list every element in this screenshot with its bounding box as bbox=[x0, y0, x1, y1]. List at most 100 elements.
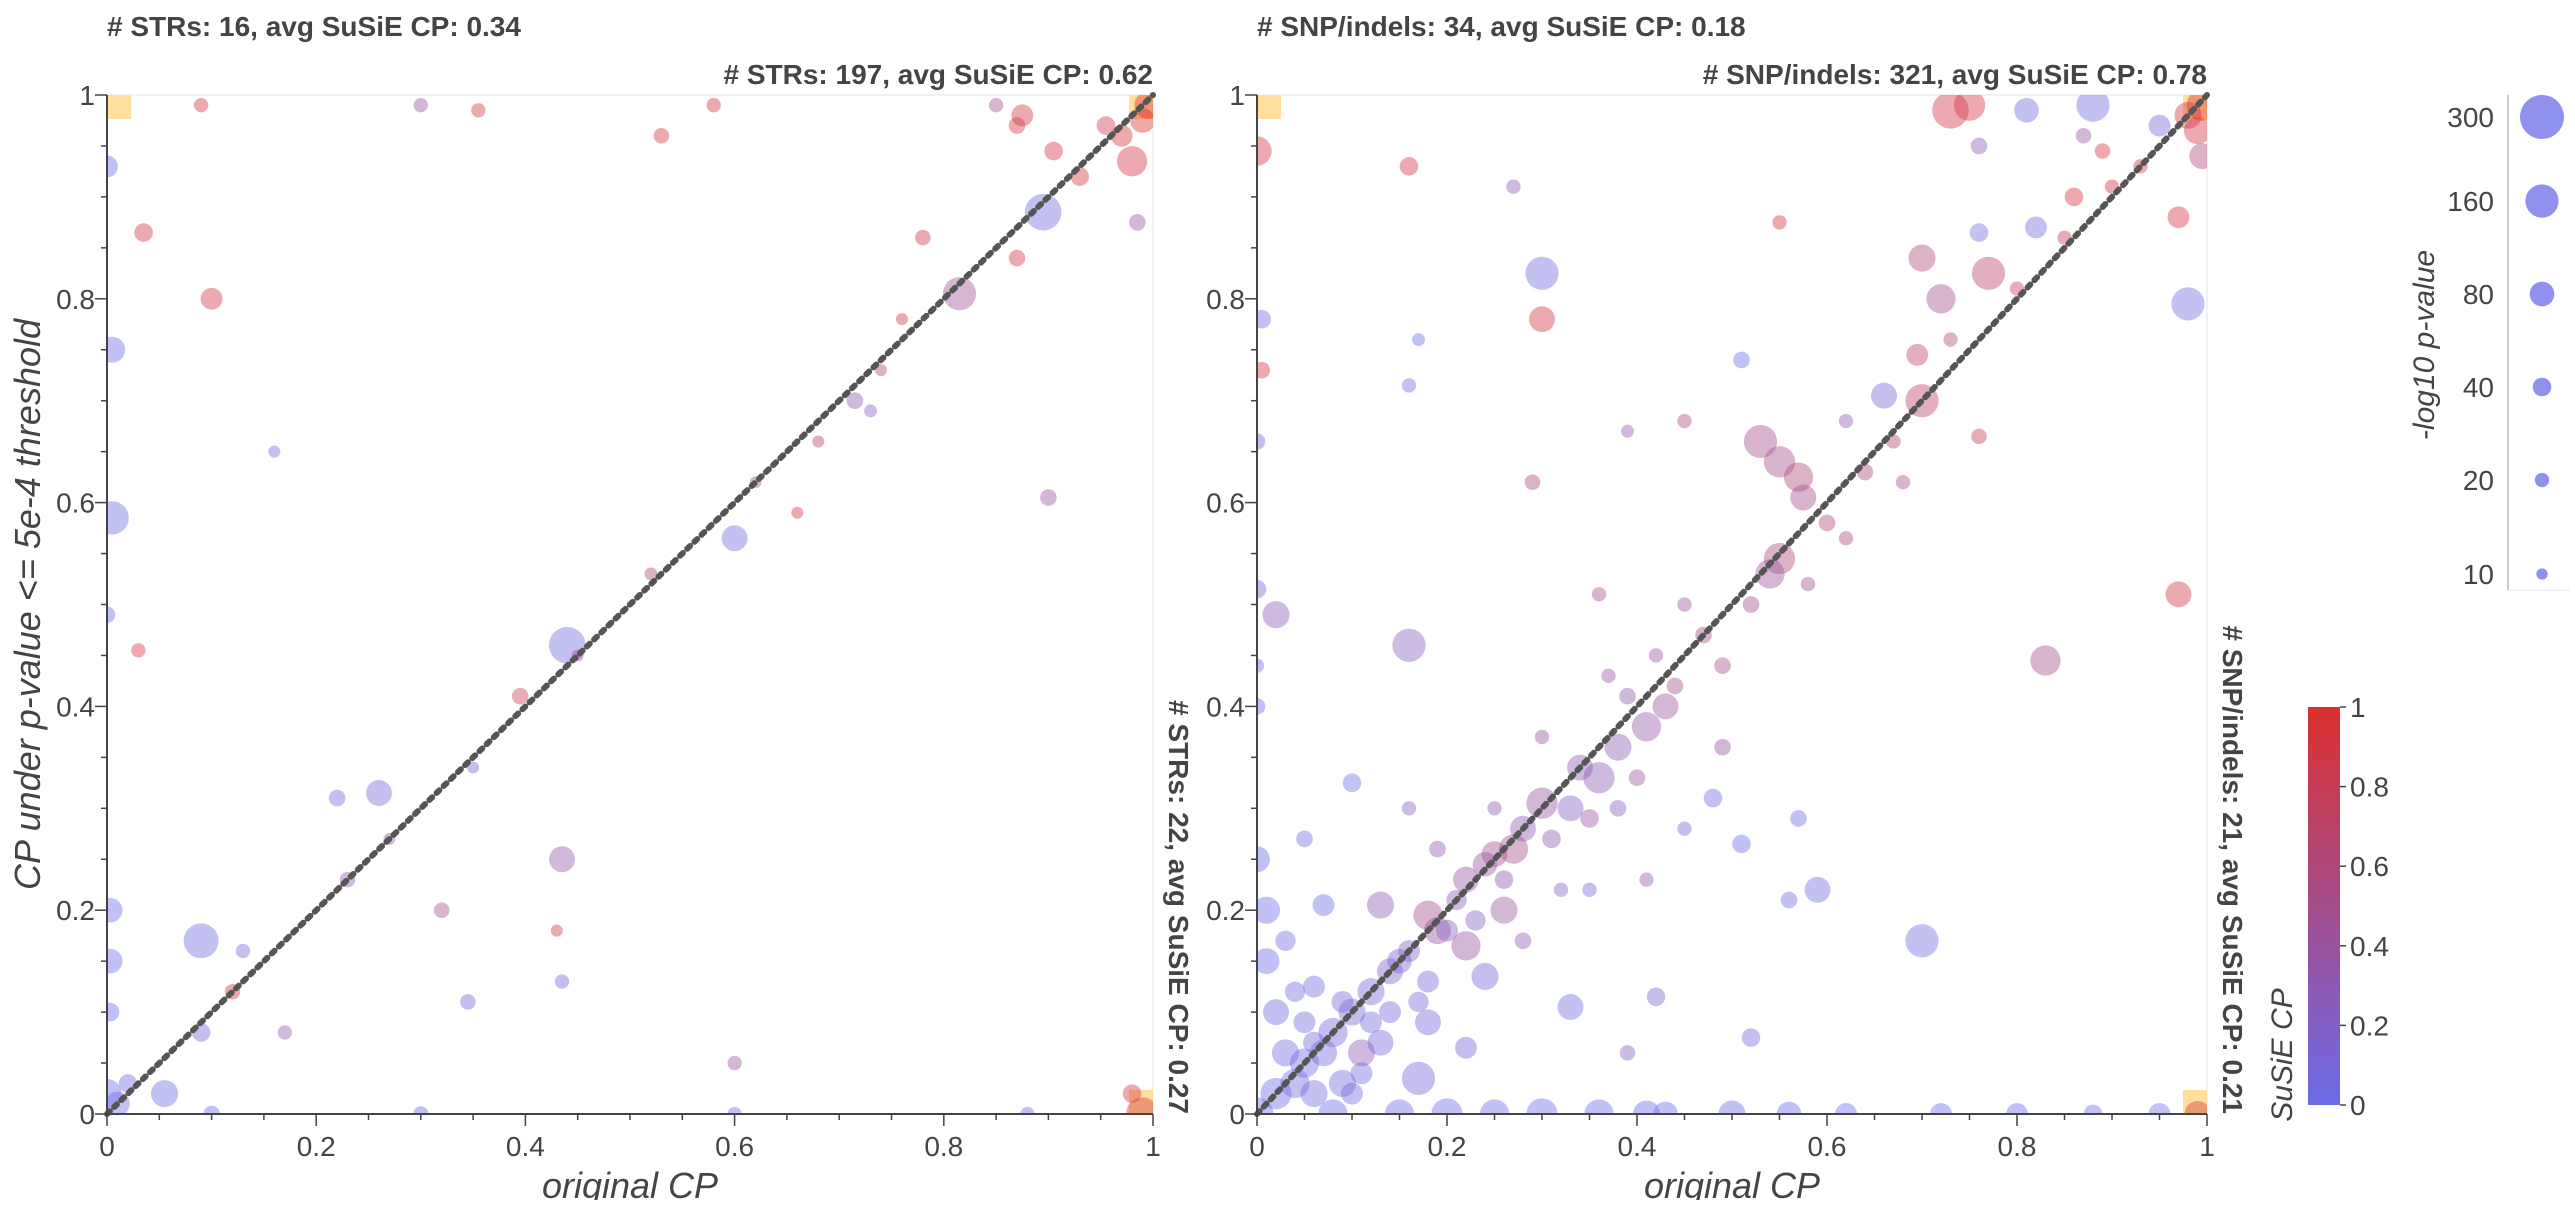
x-tick-label: 1 bbox=[1145, 1131, 1161, 1162]
highlight-corner-bottom-right bbox=[1129, 1090, 1153, 1114]
data-point bbox=[1514, 932, 1532, 950]
data-point bbox=[413, 98, 428, 113]
data-point bbox=[107, 501, 129, 535]
data-point bbox=[1871, 382, 1897, 409]
data-point bbox=[549, 846, 575, 873]
data-point bbox=[1838, 531, 1854, 546]
data-point bbox=[1263, 999, 1289, 1026]
size-legend-marker bbox=[2536, 568, 2548, 580]
data-point bbox=[107, 948, 123, 974]
data-point bbox=[1631, 712, 1662, 742]
size-legend-label: 40 bbox=[2463, 372, 2494, 403]
data-point bbox=[1494, 870, 1514, 889]
data-point bbox=[134, 223, 153, 242]
color-legend: 1 0.8 0.6 0.4 0.2 0 SuSiE CP bbox=[2266, 692, 2389, 1122]
data-point bbox=[1601, 668, 1616, 683]
data-point bbox=[413, 1106, 429, 1114]
data-point bbox=[548, 626, 586, 664]
data-point bbox=[1257, 309, 1272, 329]
data-point bbox=[1423, 917, 1452, 945]
data-point bbox=[1529, 306, 1555, 333]
data-point bbox=[1652, 693, 1679, 720]
y-tick-label: 0.8 bbox=[1206, 284, 1245, 315]
data-point bbox=[2014, 97, 2039, 123]
data-point bbox=[1609, 799, 1627, 817]
data-point bbox=[1350, 1062, 1373, 1085]
data-point bbox=[1490, 896, 1518, 924]
data-point bbox=[1399, 157, 1419, 176]
data-point bbox=[1583, 762, 1615, 794]
data-point bbox=[1401, 1061, 1436, 1095]
data-point bbox=[1932, 95, 1969, 129]
annotation-top-right: # SNP/indels: 321, avg SuSiE CP: 0.78 bbox=[1703, 59, 2207, 90]
data-point bbox=[1646, 987, 1666, 1007]
x-tick-label: 0.8 bbox=[924, 1131, 963, 1162]
data-point bbox=[183, 923, 219, 959]
annotation-top-right: # STRs: 197, avg SuSiE CP: 0.62 bbox=[723, 59, 1153, 90]
y-tick-label: 0.6 bbox=[56, 488, 95, 519]
data-point bbox=[1557, 994, 1584, 1020]
size-legend-label: 80 bbox=[2463, 279, 2494, 310]
data-point bbox=[1677, 413, 1692, 429]
data-point bbox=[2064, 187, 2084, 207]
data-point bbox=[706, 98, 721, 113]
data-point bbox=[1257, 361, 1271, 379]
data-point bbox=[2094, 143, 2111, 159]
data-point bbox=[107, 1002, 120, 1022]
data-point bbox=[1125, 1097, 1153, 1114]
size-legend-marker bbox=[2525, 184, 2559, 218]
data-point bbox=[1970, 137, 1988, 155]
data-point bbox=[107, 155, 118, 178]
data-point bbox=[1401, 801, 1417, 816]
data-point bbox=[1024, 193, 1062, 231]
data-point bbox=[1257, 896, 1281, 924]
data-point bbox=[467, 761, 480, 774]
data-point bbox=[1257, 698, 1266, 715]
data-point bbox=[1632, 1100, 1661, 1114]
data-point bbox=[846, 392, 864, 410]
data-point bbox=[1008, 117, 1026, 134]
size-legend-label: 10 bbox=[2463, 559, 2494, 590]
data-point bbox=[1733, 351, 1750, 369]
highlight-corner-bottom-right bbox=[2183, 1090, 2207, 1114]
data-point bbox=[1619, 1045, 1636, 1061]
data-point bbox=[1417, 970, 1439, 993]
data-point bbox=[1542, 829, 1561, 849]
data-point bbox=[107, 336, 126, 363]
data-point bbox=[1122, 1084, 1142, 1103]
data-point bbox=[1008, 249, 1026, 267]
data-point bbox=[1384, 1099, 1415, 1114]
data-point bbox=[1293, 1011, 1316, 1034]
data-point bbox=[1584, 1099, 1614, 1114]
data-point bbox=[2030, 645, 2061, 676]
colorbar-tick-label: 1 bbox=[2350, 692, 2366, 723]
points-layer bbox=[1257, 95, 2207, 1114]
data-point bbox=[2171, 287, 2205, 321]
size-legend-marker bbox=[2520, 95, 2564, 139]
x-tick-label: 0 bbox=[99, 1131, 115, 1162]
data-point bbox=[727, 1055, 742, 1071]
data-point bbox=[864, 404, 878, 418]
data-point bbox=[1408, 991, 1429, 1013]
data-point bbox=[1524, 474, 1541, 490]
data-point bbox=[1096, 116, 1116, 135]
data-point bbox=[1780, 891, 1798, 909]
data-point bbox=[1639, 872, 1654, 887]
data-point bbox=[812, 435, 825, 448]
data-point bbox=[1506, 179, 1521, 194]
data-point bbox=[107, 606, 116, 624]
annotation-bottom-right: # SNP/indels: 21, avg SuSiE CP: 0.21 bbox=[2217, 625, 2248, 1114]
data-point bbox=[1331, 990, 1354, 1013]
data-point bbox=[1790, 484, 1817, 511]
data-point bbox=[727, 1106, 742, 1114]
data-point bbox=[1481, 841, 1508, 868]
data-point bbox=[1557, 795, 1584, 822]
y-tick-label: 0.8 bbox=[56, 284, 95, 315]
size-legend-label: 20 bbox=[2463, 465, 2494, 496]
data-point bbox=[1451, 931, 1481, 961]
y-tick-label: 0 bbox=[79, 1099, 95, 1130]
data-point bbox=[2165, 581, 2192, 608]
data-point bbox=[1943, 332, 1958, 347]
data-point bbox=[193, 98, 209, 113]
data-point bbox=[1804, 876, 1831, 903]
